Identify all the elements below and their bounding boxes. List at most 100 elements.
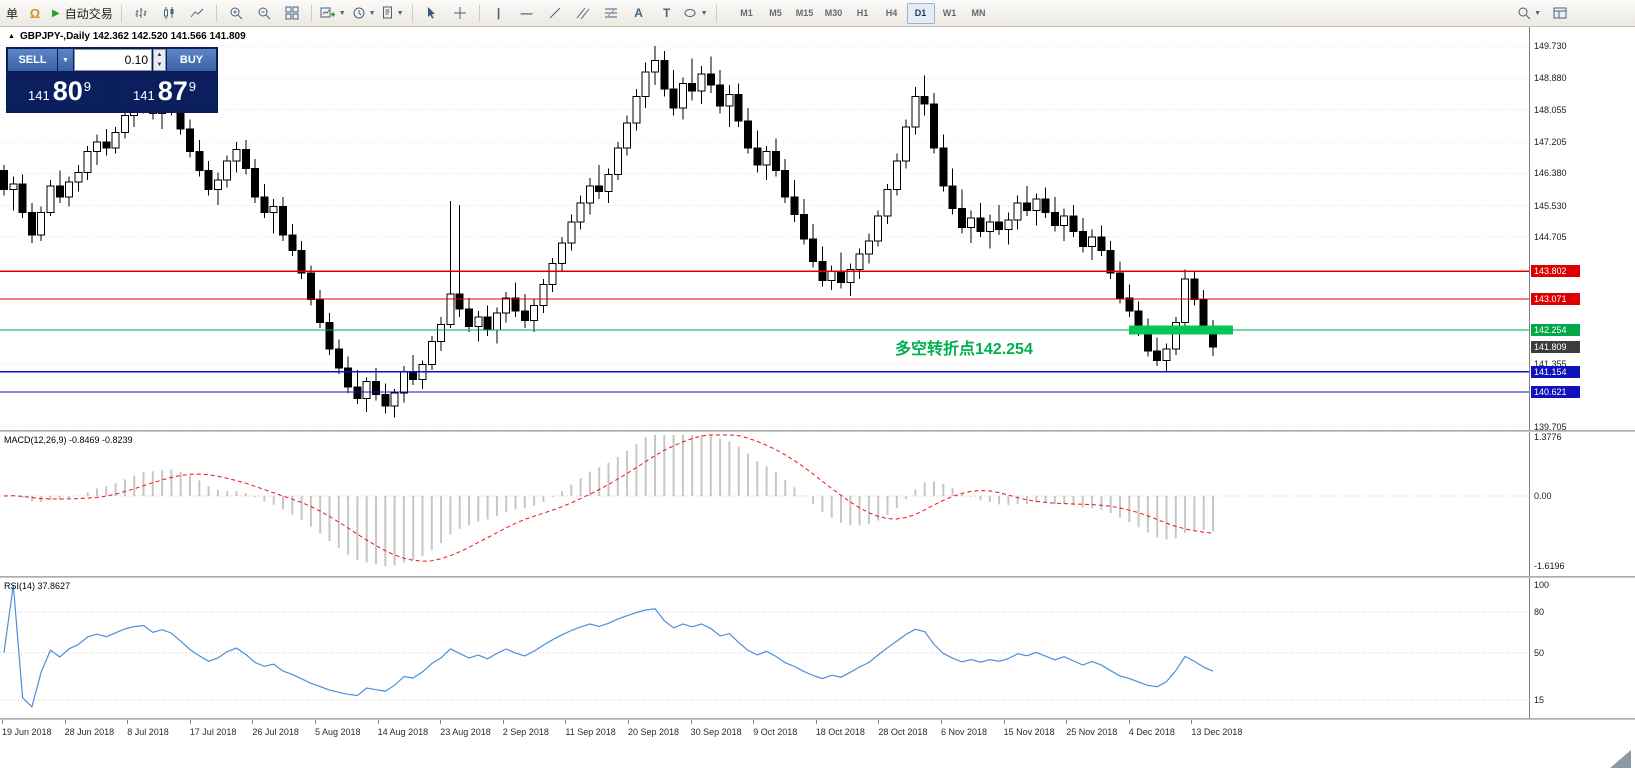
autotrading-label: 自动交易 xyxy=(64,6,113,21)
time-axis-tick xyxy=(64,720,66,724)
crosshair-icon[interactable] xyxy=(447,3,473,24)
chart-marker-icon: ▲ xyxy=(8,33,15,40)
price-axis-label: 148.055 xyxy=(1534,104,1567,115)
macd-indicator-chart[interactable] xyxy=(0,432,1529,576)
rsi-label: RSI(14) 37.8627 xyxy=(4,581,71,591)
volume-input[interactable] xyxy=(74,49,152,71)
main-price-chart[interactable] xyxy=(0,27,1529,432)
time-axis-tick xyxy=(690,720,692,724)
time-axis-label: 18 Oct 2018 xyxy=(815,727,865,737)
new-chart-icon[interactable]: ▼ xyxy=(318,3,348,24)
timeframe-button-m30[interactable]: M30 xyxy=(824,7,843,18)
scroll-to-end-button[interactable] xyxy=(1610,750,1631,768)
buy-button[interactable]: BUY xyxy=(167,49,216,71)
timeframe-button-m1[interactable]: M1 xyxy=(740,7,753,18)
time-axis-label: 17 Jul 2018 xyxy=(189,727,237,737)
timeframe-button-w1[interactable]: W1 xyxy=(942,7,957,18)
rsi-axis-label: 100 xyxy=(1534,580,1550,590)
rsi-axis-label: 15 xyxy=(1534,695,1545,705)
timeframe-button-d1[interactable]: D1 xyxy=(906,2,935,24)
price-level-tag: 143.071 xyxy=(1531,292,1580,305)
price-axis-label: 146.380 xyxy=(1534,168,1567,179)
price-axis[interactable]: 149.730 148.880 148.055 147.205 146.380 145.5… xyxy=(1529,27,1635,720)
spinner-up-icon[interactable]: ▲ xyxy=(156,52,163,58)
play-icon: ▶ xyxy=(52,7,60,19)
time-axis-label: 28 Jun 2018 xyxy=(64,727,115,737)
fibonacci-tool-icon[interactable] xyxy=(598,3,624,24)
horizontal-line-tool-icon[interactable]: — xyxy=(520,6,533,20)
zoom-out-icon[interactable] xyxy=(251,3,277,24)
macd-axis-label: -1.6196 xyxy=(1534,560,1565,571)
time-axis-tick xyxy=(878,720,880,724)
timeframe-button-h1[interactable]: H1 xyxy=(856,7,869,18)
price-level-tag: 141.154 xyxy=(1531,365,1580,378)
toolbar-separator xyxy=(715,4,717,22)
shapes-tool-icon[interactable]: ▼ xyxy=(682,3,710,24)
zoom-in-icon[interactable] xyxy=(223,3,249,24)
toolbar-separator xyxy=(478,4,480,22)
sell-price-sup: 9 xyxy=(83,79,91,94)
buy-price-sup: 9 xyxy=(188,79,196,94)
time-axis-label: 15 Nov 2018 xyxy=(1003,727,1055,737)
periods-icon[interactable]: ▼ xyxy=(350,3,378,24)
data-window-icon[interactable] xyxy=(1547,3,1573,24)
price-level-tag: 140.621 xyxy=(1531,386,1580,398)
search-icon[interactable]: ▼ xyxy=(1515,3,1543,24)
timeframe-button-mn[interactable]: MN xyxy=(971,7,986,18)
label-tool-button[interactable]: T xyxy=(662,6,671,20)
sell-button[interactable]: SELL xyxy=(8,49,57,71)
timeframe-button-m5[interactable]: M5 xyxy=(769,7,782,18)
time-axis-tick xyxy=(189,720,191,724)
time-axis-tick xyxy=(377,720,379,724)
templates-icon[interactable]: ▼ xyxy=(380,3,406,24)
autotrading-button[interactable]: ▶ 自动交易 xyxy=(50,3,115,24)
window-separator[interactable] xyxy=(0,430,1635,432)
time-axis-tick xyxy=(1191,720,1193,724)
time-axis[interactable]: 19 Jun 2018 28 Jun 2018 8 Jul 2018 17 Jul 2… xyxy=(0,720,1635,770)
window-separator xyxy=(0,718,1635,720)
buy-price-display[interactable]: 141 87 9 xyxy=(113,73,216,111)
cursor-icon[interactable] xyxy=(419,3,445,24)
price-level-tag: 142.254 xyxy=(1531,324,1580,336)
time-axis-label: 11 Sep 2018 xyxy=(565,727,616,737)
macd-label: MACD(12,26,9) -0.8469 -0.8239 xyxy=(4,435,133,445)
buy-price-main: 87 xyxy=(157,76,188,106)
vertical-line-tool-icon[interactable]: | xyxy=(496,6,501,20)
sell-price-prefix: 141 xyxy=(28,88,50,103)
spinner-down-icon[interactable]: ▼ xyxy=(156,62,163,68)
time-axis-label: 19 Jun 2018 xyxy=(2,727,52,737)
trendline-tool-icon[interactable] xyxy=(542,3,568,24)
time-axis-tick xyxy=(628,720,629,724)
chevron-down-icon: ▼ xyxy=(396,9,404,17)
rsi-indicator-chart[interactable] xyxy=(0,578,1529,718)
timeframe-button-m15[interactable]: M15 xyxy=(795,7,814,18)
channel-tool-icon[interactable] xyxy=(570,3,596,24)
time-axis-tick xyxy=(440,720,442,724)
candlestick-chart-icon[interactable] xyxy=(156,3,182,24)
expert-advisor-icon[interactable]: Ω xyxy=(22,3,48,24)
time-axis-tick xyxy=(315,720,316,724)
volume-dropdown-button[interactable]: ▼ xyxy=(58,49,73,71)
price-axis-label: 141.355 xyxy=(1534,359,1567,370)
line-chart-icon[interactable] xyxy=(184,3,210,24)
sell-price-display[interactable]: 141 80 9 xyxy=(8,73,111,111)
new-order-button[interactable]: 单 xyxy=(6,6,19,21)
time-axis-tick xyxy=(1003,720,1005,724)
volume-spinner[interactable]: ▲ ▼ xyxy=(153,49,166,71)
window-separator[interactable] xyxy=(0,576,1635,578)
time-axis-label: 23 Aug 2018 xyxy=(440,727,491,737)
time-axis-label: 28 Oct 2018 xyxy=(878,727,928,737)
timeframe-button-h4[interactable]: H4 xyxy=(885,7,898,18)
time-axis-label: 5 Aug 2018 xyxy=(315,727,361,737)
toolbar-right-group: ▼ xyxy=(1515,3,1573,24)
bar-chart-icon[interactable] xyxy=(128,3,154,24)
text-tool-button[interactable]: A xyxy=(634,6,643,20)
price-axis-label: 149.730 xyxy=(1534,41,1567,52)
time-axis-label: 13 Dec 2018 xyxy=(1191,727,1243,737)
chevron-down-icon: ▼ xyxy=(1534,9,1541,17)
price-level-tag: 143.802 xyxy=(1531,265,1580,278)
tile-windows-icon[interactable] xyxy=(279,3,305,24)
main-toolbar: 单 Ω ▶ 自动交易 ▼ ▼ ▼ xyxy=(0,0,1635,27)
